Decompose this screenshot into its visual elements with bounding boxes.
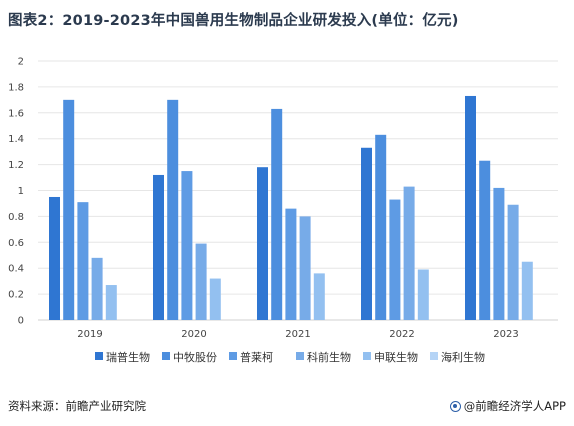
legend-swatch (430, 352, 438, 360)
y-axis-ticks: 0 0.2 0.4 0.6 0.8 1 1.2 1.4 1.6 1.8 2 (8, 57, 24, 327)
y-tick-label: 2 (18, 57, 24, 68)
bar-2023-4 (521, 261, 533, 320)
bar-2020-1 (167, 99, 179, 320)
bar-2022-4 (417, 269, 429, 320)
bar-2020-3 (195, 243, 207, 320)
y-tick-label: 1 (18, 186, 24, 197)
chart-title: 图表2：2019-2023年中国兽用生物制品企业研发投入(单位：亿元) (8, 13, 459, 29)
y-tick-label: 0.6 (8, 238, 24, 249)
y-tick-label: 0 (18, 316, 24, 327)
x-tick-label: 2020 (181, 329, 206, 340)
source-note: 资料来源：前瞻产业研究院 (8, 399, 146, 413)
bar-2019-2 (77, 202, 89, 320)
bar-2019-1 (63, 99, 75, 320)
x-tick-label: 2022 (389, 329, 414, 340)
bar-2021-1 (271, 108, 283, 320)
bar-2020-2 (181, 171, 193, 320)
y-tick-label: 1.6 (8, 108, 24, 119)
bar-2019-3 (91, 257, 103, 320)
x-axis-ticks: 2019 2020 2021 2022 2023 (77, 329, 518, 340)
bar-2022-1 (375, 134, 387, 320)
bar-2019-4 (105, 285, 117, 320)
legend-swatch (296, 352, 304, 360)
legend-swatch (162, 352, 170, 360)
legend-swatch (363, 352, 371, 360)
bar-2020-4 (209, 278, 221, 320)
brand-text: @前瞻经济学人APP (463, 399, 566, 413)
x-tick-label: 2021 (285, 329, 310, 340)
bar-2021-0 (257, 167, 268, 320)
bar-2023-3 (507, 204, 519, 320)
legend-label: 中牧股份 (173, 350, 217, 364)
bar-2023-2 (493, 187, 505, 320)
bar-2022-2 (389, 199, 401, 320)
y-tick-label: 0.8 (8, 212, 24, 223)
legend-label: 海利生物 (441, 350, 485, 364)
legend-label: 申联生物 (374, 350, 418, 364)
y-tick-label: 0.2 (8, 290, 24, 301)
bar-2021-3 (299, 216, 311, 320)
bar-2022-3 (403, 186, 415, 320)
legend-label: 瑞普生物 (106, 350, 150, 364)
legend: 瑞普生物 中牧股份 普莱柯 科前生物 申联生物 海利生物 (95, 350, 485, 364)
bar-2023-1 (479, 160, 491, 320)
x-tick-label: 2023 (493, 329, 518, 340)
bar-2022-0 (361, 147, 372, 320)
bar-2019-0 (49, 196, 60, 320)
y-tick-label: 1.2 (8, 160, 24, 171)
y-tick-label: 1.4 (8, 134, 24, 145)
brand-logo-icon (449, 401, 461, 412)
y-tick-label: 1.8 (8, 82, 24, 93)
bar-2023-0 (465, 95, 476, 320)
x-tick-label: 2019 (77, 329, 102, 340)
brand-note: @前瞻经济学人APP (449, 398, 566, 414)
bar-2020-0 (153, 174, 164, 320)
bars (49, 95, 533, 320)
y-tick-label: 0.4 (8, 264, 24, 275)
legend-label: 普莱柯 (240, 350, 273, 364)
legend-label: 科前生物 (307, 350, 351, 364)
bar-2021-2 (285, 208, 297, 320)
legend-swatch (229, 352, 237, 360)
bar-2021-4 (313, 273, 325, 320)
legend-swatch (95, 352, 103, 360)
